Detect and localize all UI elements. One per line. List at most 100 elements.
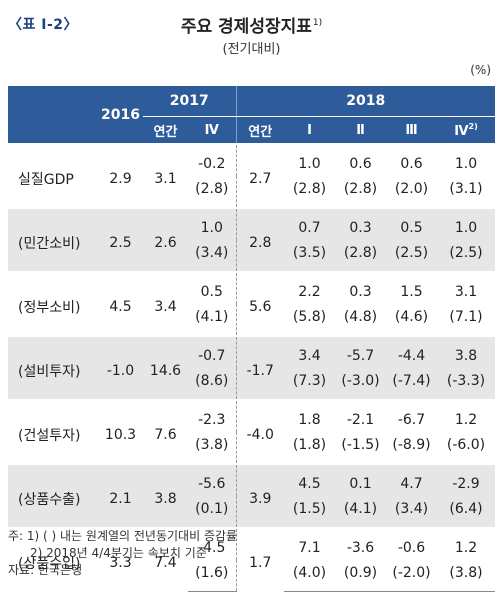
- yoy-2018-q2: (2.8): [343, 180, 378, 197]
- yoy-2018-q3: (4.6): [394, 308, 429, 325]
- table-subtitle: (전기대비): [222, 42, 281, 57]
- table-row-yoy: (0.1) (1.5) (4.1) (3.4) (6.4): [8, 496, 496, 528]
- value-2018-q4: 3.1: [437, 271, 496, 304]
- value-2018-q3: -4.4: [386, 335, 437, 368]
- table-row-yoy: (8.6) (7.3) (-3.0) (-7.4) (-3.3): [8, 368, 496, 400]
- table-title: 주요 경제성장지표1): [0, 12, 503, 37]
- yoy-2017-q4: (3.8): [188, 432, 237, 464]
- value-2018-q3: -0.6: [386, 527, 437, 560]
- header-year-2018: 2018: [235, 86, 496, 117]
- yoy-2018-q2: (4.8): [343, 308, 378, 325]
- table-number-tag: 〈표 Ⅰ-2〉: [8, 17, 79, 33]
- header-corner: [8, 86, 98, 144]
- yoy-2018-q4: (3.1): [449, 180, 483, 197]
- yoy-2018-q1: (5.8): [292, 308, 327, 325]
- yoy-2018-q2: (-3.0): [335, 368, 386, 400]
- value-2017-annual: 3.8: [143, 463, 188, 528]
- table-row-yoy: (4.1) (5.8) (4.8) (4.6) (7.1): [8, 304, 495, 336]
- value-2018-q2: 0.3: [335, 271, 386, 304]
- value-2018-q2: -3.6: [335, 527, 386, 560]
- value-2018-q2: 0.1: [335, 463, 386, 496]
- table-row: (민간소비) 2.5 2.6 1.0 2.8 0.7 0.3 0.5 1.0: [8, 207, 496, 272]
- value-2017-annual: 2.6: [143, 207, 188, 272]
- header-year-2016: 2016: [98, 86, 143, 144]
- yoy-2018-q3: (2.5): [386, 240, 437, 272]
- header-2018-q3: Ⅲ: [386, 116, 437, 144]
- value-2017-q4: -0.2: [188, 143, 237, 176]
- table-row: 실질GDP 2.9 3.1 -0.2 2.7 1.0 0.6 0.6 1.0: [8, 143, 496, 208]
- source-note: 자료: 한국은행: [8, 563, 83, 577]
- value-2018-annual: 2.7: [236, 143, 284, 208]
- yoy-2018-q3: (-7.4): [386, 368, 437, 400]
- value-2018-q4: 1.0: [437, 143, 496, 176]
- table-body: 실질GDP 2.9 3.1 -0.2 2.7 1.0 0.6 0.6 1.0 (2.8) (2.8)…: [8, 143, 496, 592]
- value-2018-q4: 1.2: [437, 399, 496, 432]
- yoy-2017-q4: (2.8): [188, 176, 237, 208]
- header-2018-q2: Ⅱ: [335, 116, 386, 144]
- value-2016: 2.5: [98, 207, 143, 272]
- value-2018-q1: 1.0: [284, 143, 335, 176]
- value-2017-q4: 0.5: [188, 271, 237, 304]
- value-2017-q4: -2.3: [188, 399, 237, 432]
- yoy-2018-q1: (1.5): [284, 496, 335, 528]
- yoy-2018-q1: (1.8): [292, 436, 327, 453]
- yoy-2018-q2: (0.9): [335, 560, 386, 592]
- yoy-2018-q2: (4.1): [335, 496, 386, 528]
- value-2017-annual: 3.4: [143, 271, 188, 336]
- row-label: (상품수입): [8, 527, 98, 592]
- value-2018-annual: 5.6: [236, 271, 284, 336]
- table-row: (설비투자) -1.0 14.6 -0.7 -1.7 3.4 -5.7 -4.4 3.8: [8, 335, 496, 400]
- unit-label: (%): [470, 63, 491, 77]
- yoy-2018-q2: (2.8): [335, 240, 386, 272]
- table-title-text: 주요 경제성장지표: [180, 17, 312, 37]
- table-row-yoy: (3.4) (3.5) (2.8) (2.5) (2.5): [8, 240, 496, 272]
- value-2016: 4.5: [98, 271, 143, 336]
- yoy-2018-q4: (7.1): [449, 308, 483, 325]
- value-2018-q2: -2.1: [335, 399, 386, 432]
- row-label: (설비투자): [8, 335, 98, 400]
- header-2017-q4: Ⅳ: [188, 116, 236, 144]
- value-2018-annual: 1.7: [236, 527, 284, 592]
- value-2018-q2: -5.7: [335, 335, 386, 368]
- yoy-2018-q4: (-3.3): [437, 368, 496, 400]
- yoy-2018-q4: (2.5): [437, 240, 496, 272]
- yoy-2017-q4: (3.4): [188, 240, 237, 272]
- value-2018-q2: 0.6: [335, 143, 386, 176]
- value-2018-annual: 2.8: [236, 207, 284, 272]
- header-2018-q4: Ⅳ2): [437, 116, 496, 144]
- value-2017-q4: 1.0: [188, 207, 237, 240]
- value-2018-q1: 4.5: [284, 463, 335, 496]
- header-2018-annual: 연간: [235, 116, 284, 144]
- title-footnote-marker: 1): [312, 18, 323, 28]
- header-q4-footnote-marker: 2): [468, 121, 478, 131]
- growth-indicators-table: 2016 2017 2018 연간 Ⅳ 연간 Ⅰ Ⅱ Ⅲ Ⅳ2) 실질GDP 2.…: [8, 86, 496, 592]
- value-2018-annual: 3.9: [236, 463, 284, 528]
- header-2018-q4-label: Ⅳ: [454, 123, 469, 139]
- value-2017-annual: 7.4: [143, 527, 188, 592]
- header-2018-q1: Ⅰ: [284, 116, 335, 144]
- table-row: (상품수입) 3.3 7.4 -4.5 1.7 7.1 -3.6 -0.6 1.2: [8, 527, 496, 592]
- value-2018-q4: 1.2: [437, 527, 496, 560]
- value-2018-q1: 7.1: [284, 527, 335, 560]
- value-2018-annual: -4.0: [236, 399, 284, 464]
- value-2018-q3: 0.6: [386, 143, 437, 176]
- value-2018-q4: -2.9: [437, 463, 496, 496]
- yoy-2018-q1: (3.5): [284, 240, 335, 272]
- yoy-2018-q3: (-2.0): [386, 560, 437, 592]
- header-2017-annual: 연간: [143, 116, 188, 144]
- value-2016: -1.0: [98, 335, 143, 400]
- row-label: 실질GDP: [8, 143, 98, 208]
- yoy-2018-q2: (-1.5): [341, 436, 380, 453]
- header-year-2017: 2017: [143, 86, 236, 117]
- yoy-2017-q4: (0.1): [188, 496, 237, 528]
- value-2017-q4: -0.7: [188, 335, 237, 368]
- row-label: (민간소비): [8, 207, 98, 272]
- table-header: 2016 2017 2018 연간 Ⅳ 연간 Ⅰ Ⅱ Ⅲ Ⅳ2): [8, 86, 496, 144]
- value-2018-q2: 0.3: [335, 207, 386, 240]
- yoy-2018-q3: (2.0): [394, 180, 429, 197]
- yoy-2018-q1: (2.8): [292, 180, 327, 197]
- value-2018-q3: 4.7: [386, 463, 437, 496]
- yoy-2018-q4: (-6.0): [446, 436, 486, 453]
- value-2018-q1: 3.4: [284, 335, 335, 368]
- value-2018-q3: -6.7: [386, 399, 437, 432]
